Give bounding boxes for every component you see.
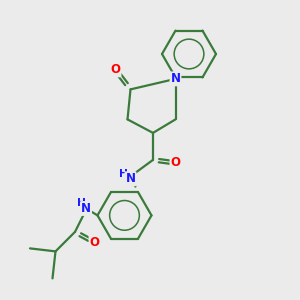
Text: N: N: [125, 172, 136, 185]
Text: N: N: [81, 202, 91, 215]
Text: O: O: [89, 236, 100, 249]
Text: H: H: [119, 169, 128, 179]
Text: O: O: [170, 156, 181, 170]
Text: N: N: [170, 72, 181, 86]
Text: H: H: [77, 198, 86, 208]
Text: O: O: [110, 63, 121, 76]
